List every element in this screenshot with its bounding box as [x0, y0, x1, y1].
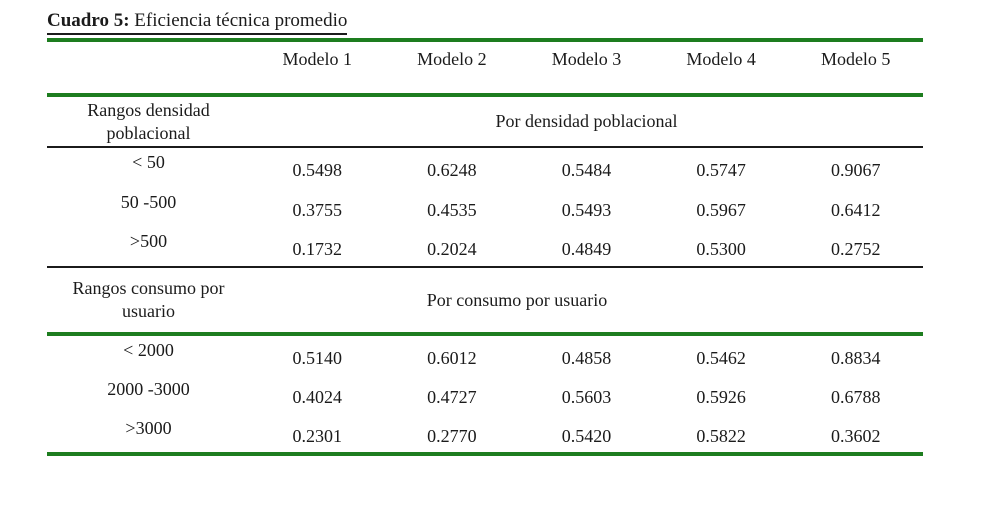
table-row: 50 -500 0.3755 0.4535 0.5493 0.5967 0.64…	[47, 187, 923, 227]
value-cell: 0.9067	[830, 160, 881, 180]
efficiency-table: Modelo 1 Modelo 2 Modelo 3 Modelo 4 Mode…	[47, 38, 923, 456]
value-cell: 0.3602	[830, 425, 881, 446]
table-row: >3000 0.2301 0.2770 0.5420 0.5822 0.3602	[47, 414, 923, 454]
row-label: 50 -500	[120, 191, 177, 212]
col-header-modelo-1: Modelo 1	[282, 49, 353, 69]
col-header-modelo-4: Modelo 4	[686, 49, 756, 69]
row-label: >3000	[125, 417, 172, 438]
value-cell: 0.2770	[427, 425, 477, 446]
col-header-modelo-3: Modelo 3	[551, 49, 622, 69]
table-row: < 50 0.5498 0.6248 0.5484 0.5747 0.9067	[47, 147, 923, 187]
value-cell: 0.5462	[696, 347, 746, 368]
table-caption-label: Cuadro 5:	[47, 10, 130, 31]
value-cell: 0.5420	[561, 425, 612, 446]
value-cell: 0.5967	[696, 199, 746, 220]
section-header-density: Rangos densidad poblacional Por densidad…	[47, 95, 923, 147]
value-cell: 0.4849	[561, 239, 612, 259]
value-cell: 0.5822	[696, 425, 746, 446]
value-cell: 0.5493	[561, 199, 612, 220]
table-caption-underline: Cuadro 5: Eficiencia técnica promedio	[47, 10, 348, 35]
row-label: 2000 -3000	[107, 378, 190, 399]
col-header-modelo-5: Modelo 5	[820, 49, 891, 69]
table-row: >500 0.1732 0.2024 0.4849 0.5300 0.2752	[47, 227, 923, 267]
row-label: < 50	[132, 152, 165, 172]
section-span-header-density: Por densidad poblacional	[495, 111, 678, 131]
table-row: < 2000 0.5140 0.6012 0.4858 0.5462 0.883…	[47, 334, 923, 374]
table-caption: Cuadro 5: Eficiencia técnica promedio	[47, 9, 348, 35]
value-cell: 0.8834	[830, 347, 881, 368]
value-cell: 0.6248	[427, 160, 477, 180]
value-cell: 0.2752	[830, 239, 881, 259]
row-label: < 2000	[123, 339, 174, 360]
section-header-consumption: Rangos consumo por usuario Por consumo p…	[47, 267, 923, 334]
section-span-header-consumption: Por consumo por usuario	[426, 289, 608, 310]
value-cell: 0.4535	[427, 199, 477, 220]
value-cell: 0.6788	[830, 386, 881, 407]
section-row-header-consumption: Rangos consumo por usuario	[72, 278, 225, 321]
value-cell: 0.4727	[427, 386, 477, 407]
value-cell: 0.2024	[427, 239, 477, 259]
value-cell: 0.5484	[561, 160, 612, 180]
value-cell: 0.3755	[292, 199, 343, 220]
value-cell: 0.5498	[292, 160, 343, 180]
table-row: 2000 -3000 0.4024 0.4727 0.5603 0.5926 0…	[47, 374, 923, 414]
table-caption-text: Eficiencia técnica promedio	[129, 10, 348, 31]
value-cell: 0.2301	[292, 425, 343, 446]
value-cell: 0.5747	[696, 160, 746, 180]
value-cell: 0.5300	[696, 239, 746, 259]
value-cell: 0.5926	[696, 386, 746, 407]
row-label: >500	[129, 231, 168, 251]
section-row-header-density: Rangos densidad poblacional	[87, 99, 210, 143]
value-cell: 0.5140	[292, 347, 343, 368]
corner-cell	[47, 40, 250, 95]
value-cell: 0.1732	[292, 239, 343, 259]
value-cell: 0.6012	[427, 347, 477, 368]
value-cell: 0.4858	[561, 347, 612, 368]
col-header-modelo-2: Modelo 2	[417, 49, 487, 69]
value-cell: 0.4024	[292, 386, 343, 407]
column-header-row: Modelo 1 Modelo 2 Modelo 3 Modelo 4 Mode…	[47, 40, 923, 95]
value-cell: 0.5603	[561, 386, 612, 407]
value-cell: 0.6412	[830, 199, 881, 220]
